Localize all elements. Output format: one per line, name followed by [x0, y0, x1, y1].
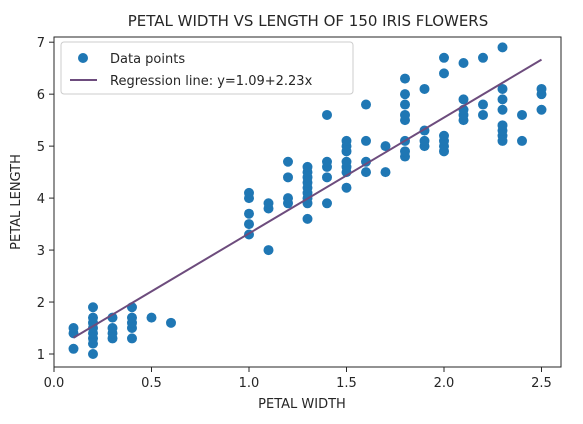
data-point	[283, 172, 293, 183]
data-point	[88, 302, 98, 313]
data-point	[400, 99, 410, 110]
data-point	[244, 219, 254, 230]
data-point	[400, 146, 410, 157]
data-point	[341, 135, 352, 146]
plot-frame	[53, 36, 562, 368]
data-point	[419, 135, 430, 146]
data-point	[439, 130, 449, 141]
chart-title: PETAL WIDTH VS LENGTH OF 150 IRIS FLOWER…	[128, 12, 489, 30]
x-tick-label: 0.0	[44, 376, 65, 391]
data-point	[127, 333, 137, 344]
legend-marker-data-points	[78, 53, 88, 63]
data-point	[68, 343, 79, 354]
x-axis-label: PETAL WIDTH	[258, 397, 346, 412]
data-point	[322, 109, 332, 120]
data-point	[478, 52, 488, 63]
y-tick-label: 4	[37, 192, 45, 207]
x-tick-label: 0.5	[141, 376, 162, 391]
x-tick-label: 2.5	[531, 376, 552, 391]
data-point	[341, 182, 352, 193]
data-point	[361, 99, 371, 110]
data-point	[302, 213, 313, 224]
y-tick-label: 6	[37, 88, 45, 103]
y-axis-label: PETAL LENGTH	[9, 154, 24, 250]
y-tick-label: 7	[37, 36, 45, 51]
data-point	[400, 73, 410, 84]
legend-label-data-points: Data points	[110, 52, 185, 67]
data-point	[302, 161, 313, 172]
legend-label-regression-line: Regression line: y=1.09+2.23x	[110, 74, 313, 89]
data-point	[341, 156, 352, 167]
y-tick-label: 1	[37, 348, 45, 363]
data-point	[497, 42, 508, 53]
legend-box	[60, 41, 354, 95]
data-point	[88, 312, 98, 323]
x-tick-label: 2.0	[434, 376, 455, 391]
data-point	[517, 135, 527, 146]
data-point	[361, 167, 371, 178]
data-point	[322, 198, 332, 209]
data-point	[517, 109, 527, 120]
data-point	[400, 89, 410, 100]
x-tick-label: 1.5	[336, 376, 357, 391]
regression-line	[72, 58, 543, 339]
data-point	[146, 312, 157, 323]
data-point	[283, 193, 293, 204]
data-point	[439, 68, 449, 79]
x-tick-label: 1.0	[239, 376, 260, 391]
data-point	[419, 83, 430, 94]
data-point	[244, 187, 254, 198]
data-point	[322, 156, 332, 167]
data-point	[439, 52, 449, 63]
data-point	[458, 94, 469, 105]
regression-line-layer	[72, 58, 543, 339]
data-point	[361, 135, 371, 146]
legend: Data points Regression line: y=1.09+2.23…	[60, 41, 354, 95]
data-point	[166, 317, 176, 328]
data-point	[380, 167, 391, 178]
data-point	[127, 312, 137, 323]
y-axis-ticks: 1 2 3 4 5 6 7	[37, 36, 54, 363]
data-point	[283, 156, 293, 167]
data-point	[380, 141, 391, 152]
data-point	[497, 94, 508, 105]
y-tick-label: 3	[37, 244, 45, 259]
data-point	[68, 323, 79, 334]
data-point	[478, 109, 488, 120]
data-point	[88, 349, 98, 360]
data-point	[244, 208, 254, 219]
data-point	[400, 109, 410, 120]
y-tick-label: 2	[37, 296, 45, 311]
data-point	[478, 99, 488, 110]
data-point	[322, 172, 332, 183]
data-point	[263, 198, 274, 209]
y-tick-label: 5	[37, 140, 45, 155]
data-point	[361, 156, 371, 167]
data-point	[497, 83, 508, 94]
data-point	[458, 57, 469, 68]
data-point	[497, 104, 508, 115]
data-point	[536, 83, 547, 94]
data-point	[263, 245, 274, 256]
data-point	[497, 120, 508, 131]
x-axis-ticks: 0.0 0.5 1.0 1.5 2.0 2.5	[44, 367, 552, 391]
data-point	[107, 323, 118, 334]
data-point	[536, 104, 547, 115]
